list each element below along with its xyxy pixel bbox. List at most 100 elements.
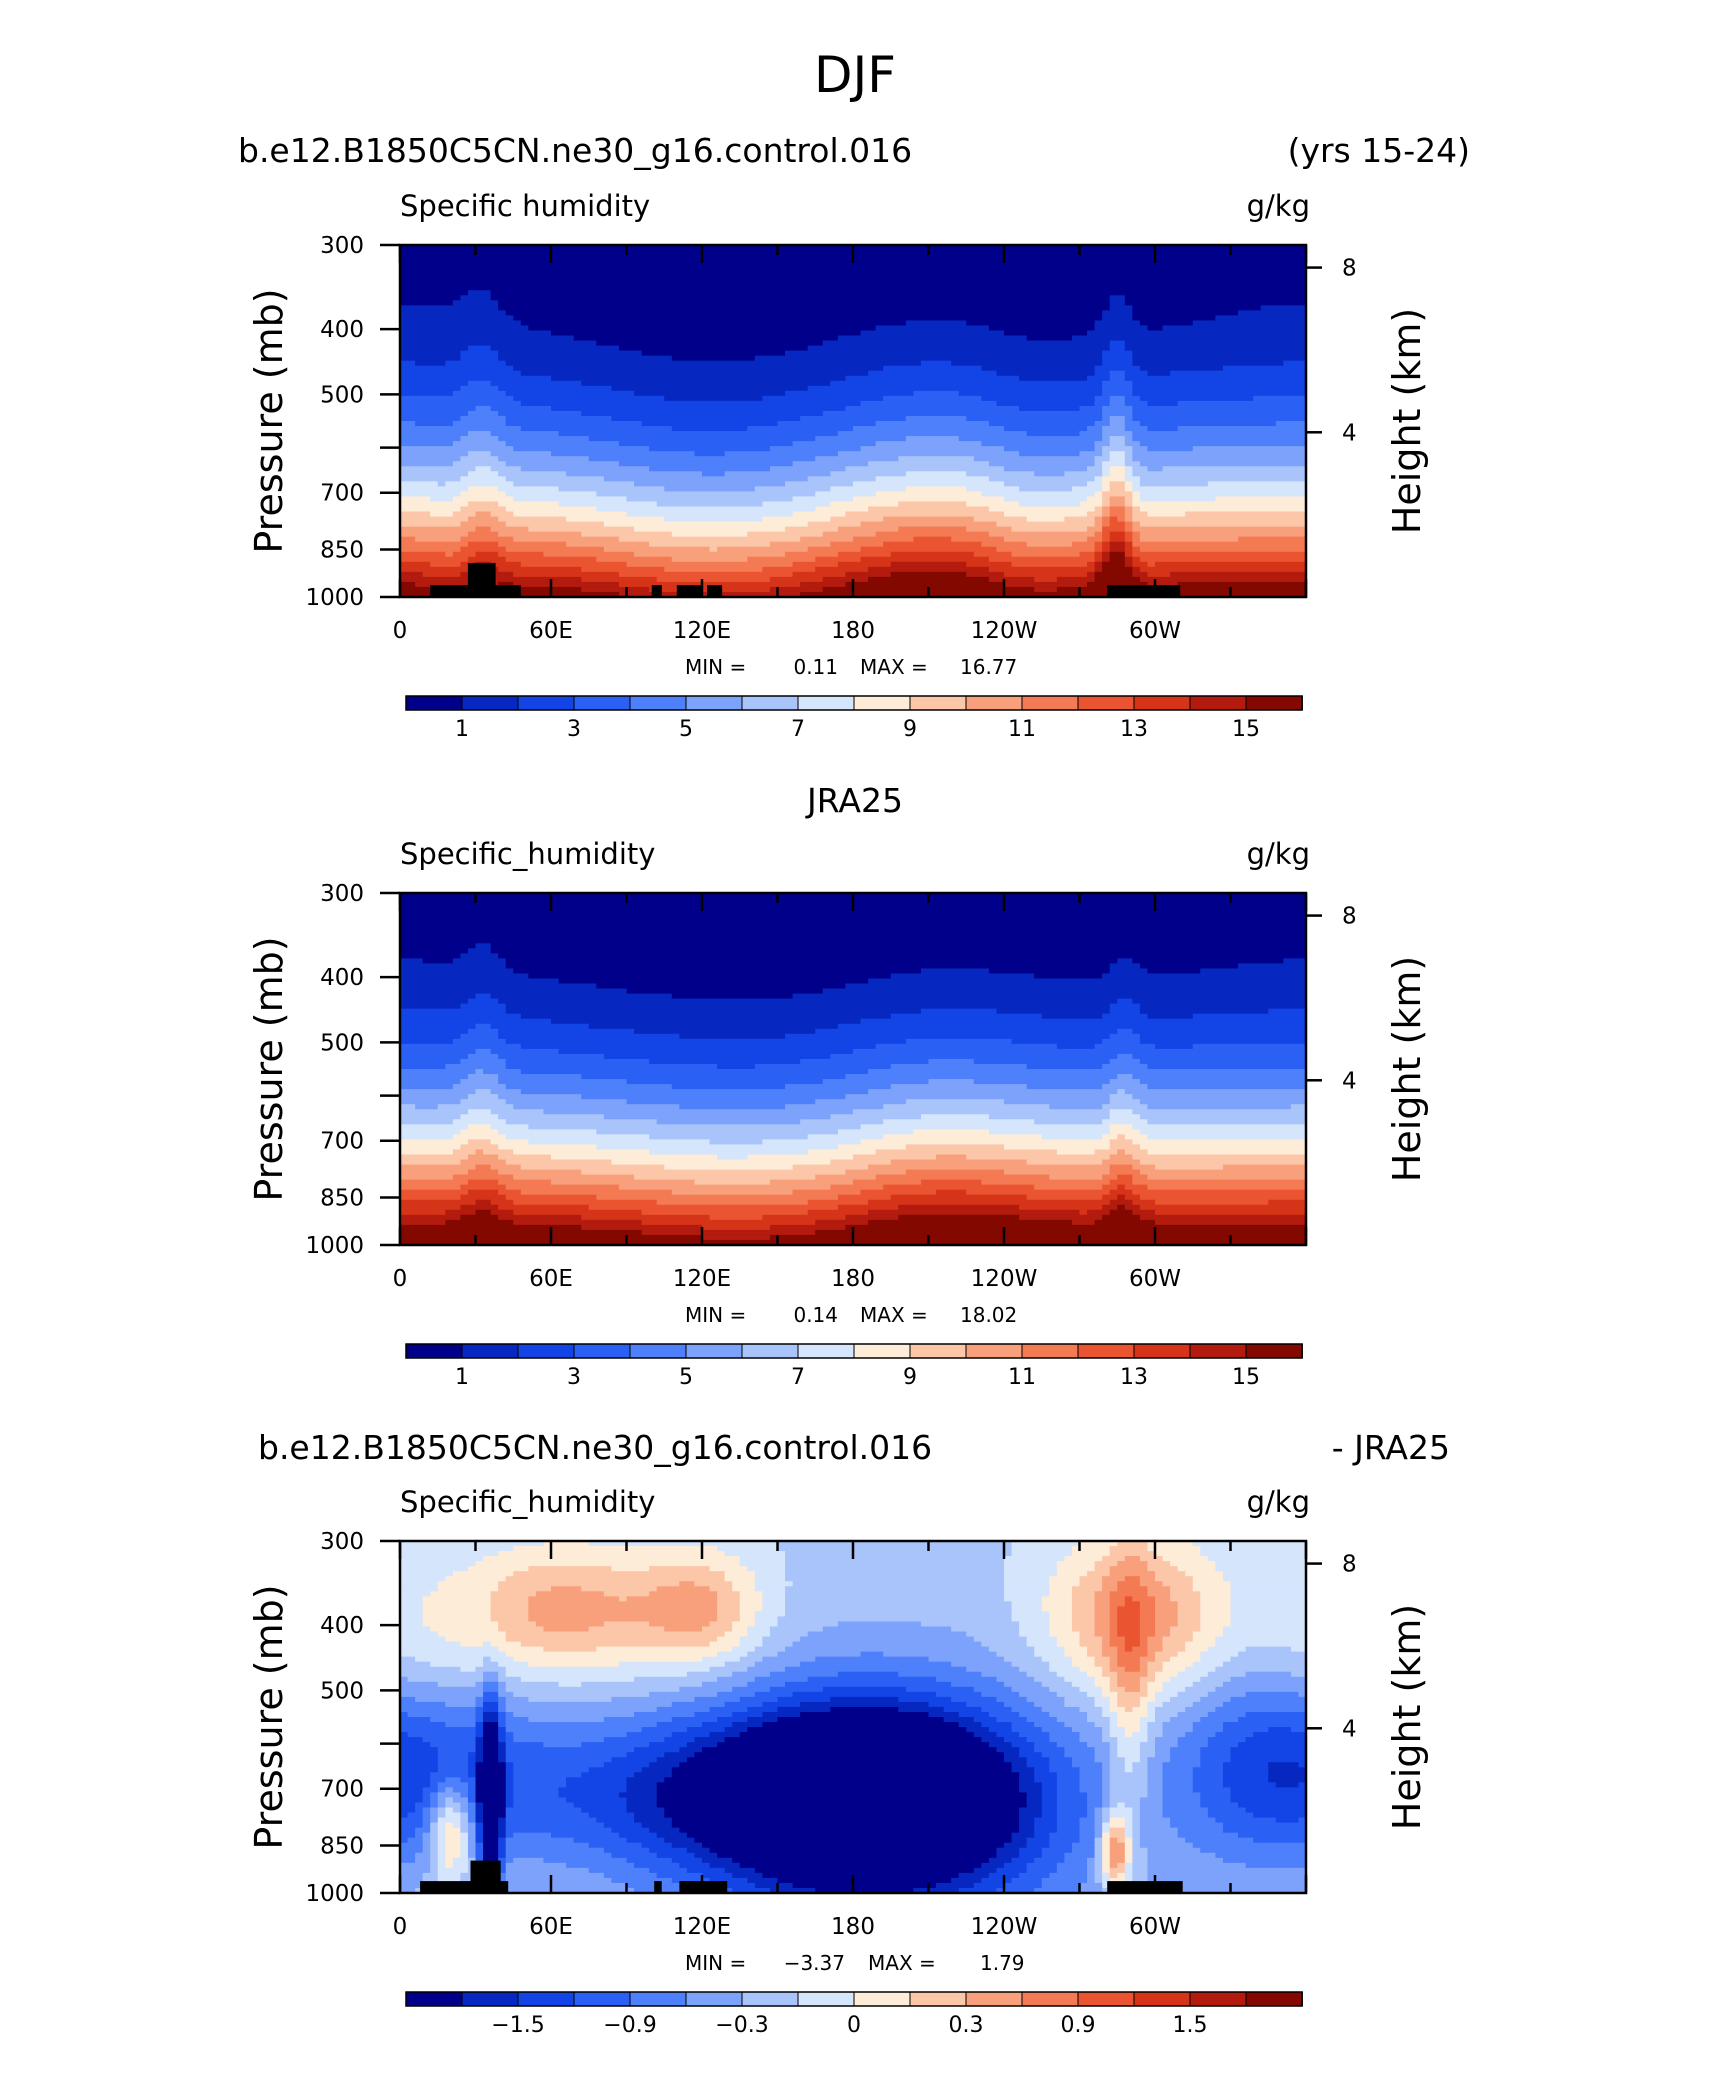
heatmap-cell xyxy=(732,1686,771,1693)
heatmap-cell xyxy=(769,466,847,472)
heatmap-cell xyxy=(1094,491,1103,498)
heatmap-cell xyxy=(596,1194,839,1201)
heatmap-cell xyxy=(400,1114,461,1120)
heatmap-cell xyxy=(1162,1646,1186,1653)
heatmap-cell xyxy=(400,410,469,417)
heatmap-cell xyxy=(400,325,529,332)
heatmap-cell xyxy=(460,491,507,498)
heatmap-cell xyxy=(467,1852,477,1859)
heatmap-cell xyxy=(996,400,1096,407)
heatmap-cell xyxy=(1139,1576,1156,1582)
heatmap-cell xyxy=(1147,1149,1307,1156)
heatmap-cell xyxy=(664,395,763,402)
heatmap-cell xyxy=(883,395,982,402)
heatmap-cell xyxy=(1102,1184,1118,1191)
heatmap-cell xyxy=(618,581,801,588)
heatmap-cell xyxy=(596,556,673,563)
heatmap-cell xyxy=(611,385,809,392)
heatmap-cell xyxy=(1109,1812,1133,1819)
heatmap-cell xyxy=(936,1676,998,1683)
heatmap-cell xyxy=(520,561,628,568)
heatmap-cell xyxy=(1034,1742,1058,1748)
heatmap-cell xyxy=(671,1772,1020,1778)
heatmap-cell xyxy=(498,551,545,558)
heatmap-cell xyxy=(1170,1822,1224,1829)
heatmap-cell xyxy=(452,511,477,518)
heatmap-cell xyxy=(1109,1676,1118,1683)
heatmap-cell xyxy=(1147,1787,1164,1794)
heatmap-cell xyxy=(762,1591,786,1597)
heatmap-cell xyxy=(430,1842,439,1849)
heatmap-cell xyxy=(702,1747,998,1753)
heatmap-cell xyxy=(400,511,431,518)
heatmap-cell xyxy=(603,1822,643,1829)
heatmap-cell xyxy=(460,1777,477,1783)
heatmap-cell xyxy=(1041,1782,1058,1788)
heatmap-cell xyxy=(981,1722,1013,1728)
heatmap-cell xyxy=(1004,330,1088,337)
heatmap-cell xyxy=(1041,1013,1103,1020)
heatmap-cell xyxy=(505,1827,612,1834)
heatmap-cell xyxy=(1102,496,1111,503)
heatmap-cell xyxy=(400,310,507,316)
topography-mask xyxy=(651,585,662,597)
heatmap-cell xyxy=(498,1817,507,1824)
heatmap-cell xyxy=(1109,305,1133,311)
heatmap-cell xyxy=(505,1008,922,1015)
heatmap-cell xyxy=(1147,1847,1201,1854)
heatmap-cell xyxy=(1222,1827,1307,1834)
heatmap-cell xyxy=(475,1209,492,1216)
heatmap-cell xyxy=(400,1581,439,1587)
heatmap-cell xyxy=(898,1696,952,1703)
heatmap-cell xyxy=(1162,1556,1209,1562)
heatmap-cell xyxy=(400,1641,461,1648)
heatmap-cell xyxy=(1109,1802,1118,1809)
heatmap-cell xyxy=(581,1772,635,1778)
heatmap-cell xyxy=(1222,1631,1307,1638)
heatmap-cell xyxy=(1132,1817,1141,1824)
heatmap-cell xyxy=(1215,1732,1254,1738)
heatmap-cell xyxy=(1109,1666,1126,1673)
heatmap-cell xyxy=(1094,561,1103,568)
heatmap-cell xyxy=(1094,551,1103,558)
heatmap-cell xyxy=(498,1752,507,1758)
heatmap-cell xyxy=(1087,496,1103,503)
heatmap-cell xyxy=(498,1028,635,1035)
heatmap-cell xyxy=(988,531,1096,538)
heatmap-cell xyxy=(400,546,461,553)
heatmap-cell xyxy=(1124,1852,1133,1859)
heatmap-cell xyxy=(1147,1671,1156,1678)
heatmap-cell xyxy=(883,1119,1035,1125)
heatmap-cell xyxy=(777,1541,1013,1547)
heatmap-cell xyxy=(754,1691,794,1698)
heatmap-cell xyxy=(400,355,461,362)
heatmap-cell xyxy=(1087,1792,1103,1799)
heatmap-cell xyxy=(641,1209,809,1216)
heatmap-cell xyxy=(1041,1847,1073,1854)
heatmap-cell xyxy=(1245,1671,1292,1678)
heatmap-cell xyxy=(1177,1671,1209,1678)
heatmap-cell xyxy=(1109,1767,1126,1773)
heatmap-cell xyxy=(1109,1817,1126,1824)
heatmap-cell xyxy=(1087,1812,1096,1819)
heatmap-cell xyxy=(913,1887,960,1894)
heatmap-cell xyxy=(1094,441,1111,447)
heatmap-cell xyxy=(875,531,990,538)
heatmap-cell xyxy=(498,1094,582,1100)
heatmap-cell xyxy=(415,581,499,588)
heatmap-cell xyxy=(762,1641,794,1648)
heatmap-cell xyxy=(1109,1606,1118,1612)
heatmap-cell xyxy=(883,365,982,372)
y-tick-label: 700 xyxy=(320,481,364,507)
heatmap-cell xyxy=(1026,1641,1058,1648)
heatmap-cell xyxy=(1132,1847,1149,1854)
heatmap-cell xyxy=(1102,1671,1118,1678)
heatmap-cell xyxy=(837,526,899,533)
heatmap-cell xyxy=(875,1149,1058,1156)
height-tick-label: 8 xyxy=(1342,904,1357,930)
heatmap-cell xyxy=(618,1184,831,1191)
heatmap-cell xyxy=(1132,571,1149,578)
panel-1-heatmap xyxy=(400,245,1307,598)
heatmap-cell xyxy=(1019,1817,1035,1824)
heatmap-cell xyxy=(1147,1762,1164,1768)
